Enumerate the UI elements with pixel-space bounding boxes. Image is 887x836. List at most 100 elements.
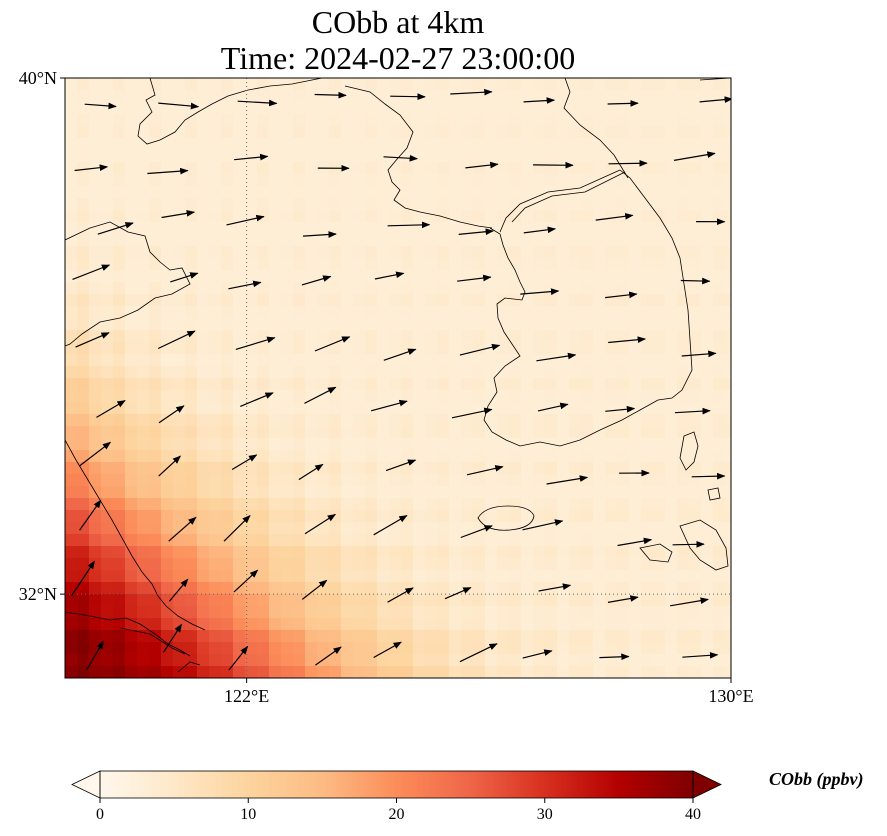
field-cell: [329, 582, 342, 595]
field-cell: [317, 366, 330, 379]
field-cell: [665, 486, 678, 499]
field-cell: [641, 246, 654, 259]
field-cell: [521, 306, 534, 319]
field-cell: [137, 342, 150, 355]
field-cell: [305, 234, 318, 247]
field-cell: [293, 522, 306, 535]
wind-arrow: [301, 579, 328, 600]
field-cell: [485, 138, 498, 151]
field-cell: [365, 198, 378, 211]
field-cell: [101, 234, 114, 247]
field-cell: [317, 294, 330, 307]
field-cell: [353, 174, 366, 187]
field-cell: [365, 174, 378, 187]
field-cell: [437, 330, 450, 343]
field-cell: [437, 582, 450, 595]
field-cell: [605, 642, 618, 655]
field-cell: [221, 438, 234, 451]
field-cell: [449, 654, 462, 667]
field-cell: [557, 498, 570, 511]
field-cell: [281, 198, 294, 211]
field-cell: [725, 582, 731, 595]
field-cell: [725, 330, 731, 343]
field-cell: [665, 210, 678, 223]
field-cell: [77, 522, 90, 535]
field-cell: [377, 114, 390, 127]
field-cell: [233, 666, 246, 678]
field-cell: [101, 246, 114, 259]
field-cell: [497, 138, 510, 151]
field-cell: [161, 126, 174, 139]
field-cell: [557, 366, 570, 379]
field-cell: [413, 246, 426, 259]
wind-arrow: [607, 595, 639, 603]
field-cell: [521, 474, 534, 487]
field-cell: [605, 138, 618, 151]
field-cell: [89, 438, 102, 451]
field-cell: [341, 654, 354, 667]
field-cell: [653, 114, 666, 127]
field-cell: [401, 222, 414, 235]
field-cell: [569, 282, 582, 295]
field-cell: [305, 642, 318, 655]
field-cell: [233, 270, 246, 283]
field-cell: [149, 246, 162, 259]
field-cell: [197, 102, 210, 115]
field-cell: [665, 138, 678, 151]
field-cell: [401, 630, 414, 643]
field-cell: [341, 258, 354, 271]
field-cell: [497, 390, 510, 403]
field-cell: [677, 666, 690, 678]
field-cell: [281, 402, 294, 415]
field-cell: [689, 174, 702, 187]
field-cell: [389, 330, 402, 343]
field-cell: [437, 354, 450, 367]
field-cell: [545, 630, 558, 643]
field-cell: [545, 258, 558, 271]
wind-arrow: [97, 222, 134, 235]
field-cell: [473, 534, 486, 547]
field-cell: [137, 546, 150, 559]
field-cell: [209, 114, 222, 127]
field-cell: [65, 582, 78, 595]
field-cell: [425, 378, 438, 391]
field-cell: [377, 642, 390, 655]
field-cell: [449, 318, 462, 331]
field-cell: [629, 342, 642, 355]
field-cell: [341, 174, 354, 187]
field-cell: [233, 462, 246, 475]
field-cell: [185, 438, 198, 451]
wind-arrow: [536, 352, 577, 362]
field-cell: [509, 306, 522, 319]
field-cell: [677, 330, 690, 343]
field-cell: [509, 402, 522, 415]
field-cell: [605, 366, 618, 379]
field-cell: [317, 102, 330, 115]
field-cell: [221, 282, 234, 295]
field-cell: [377, 294, 390, 307]
field-cell: [161, 450, 174, 463]
field-cell: [401, 294, 414, 307]
field-cell: [437, 630, 450, 643]
field-cell: [257, 594, 270, 607]
field-cell: [353, 222, 366, 235]
field-cell: [509, 78, 522, 91]
field-cell: [389, 498, 402, 511]
field-cell: [641, 210, 654, 223]
field-cell: [281, 114, 294, 127]
field-cell: [197, 138, 210, 151]
field-cell: [485, 618, 498, 631]
field-cell: [605, 582, 618, 595]
field-cell: [221, 534, 234, 547]
field-cell: [689, 546, 702, 559]
field-cell: [113, 90, 126, 103]
field-cell: [521, 354, 534, 367]
field-cell: [449, 366, 462, 379]
field-cell: [701, 630, 714, 643]
field-cell: [317, 210, 330, 223]
field-cell: [305, 366, 318, 379]
field-cell: [497, 474, 510, 487]
field-cell: [293, 426, 306, 439]
field-cell: [377, 306, 390, 319]
field-cell: [605, 162, 618, 175]
